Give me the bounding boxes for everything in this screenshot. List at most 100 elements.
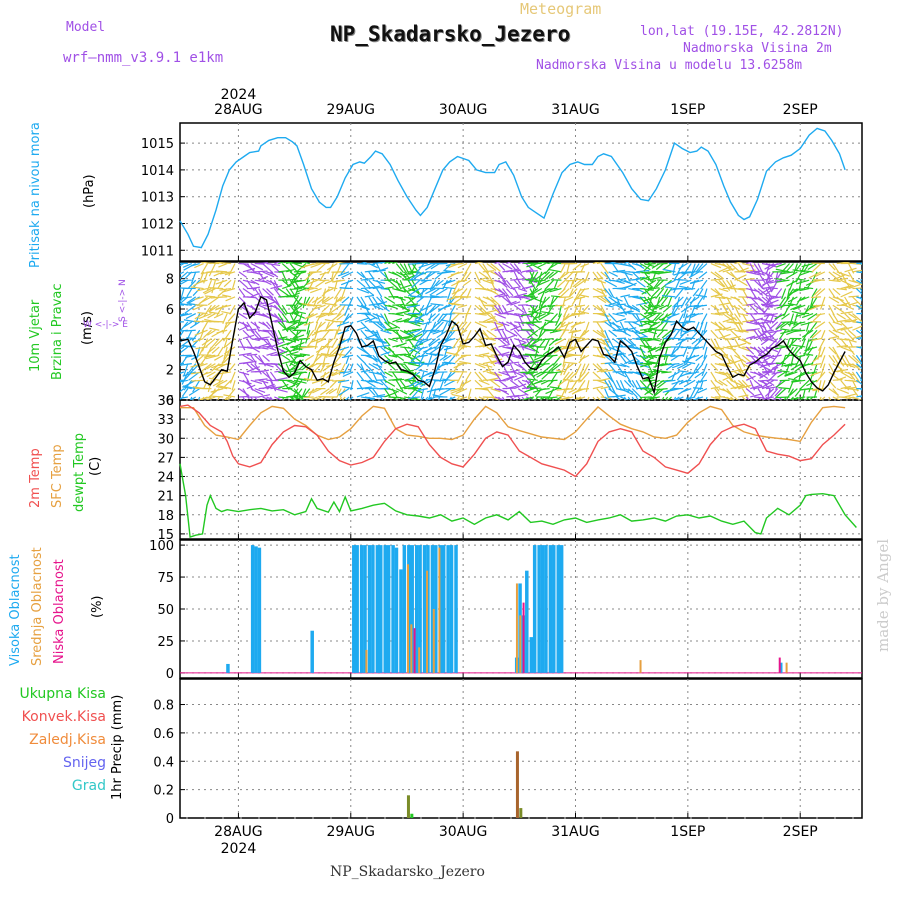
wind-arrow [714,271,724,280]
wind-arrow [437,363,448,369]
wind-arrow [726,338,734,349]
wind-arrow [836,277,848,281]
wind-arrow [411,354,421,363]
wind-arrow [266,351,277,356]
wind-arrow [211,280,216,294]
wind-arrow [730,379,744,387]
wind-arrow [435,288,448,296]
wind-arrow [722,371,733,382]
wind-arrow [242,396,246,400]
wind-arrow [258,369,270,373]
wind-arrow [745,346,755,355]
wind-arrow [844,338,857,343]
high-cloud-bar [414,545,419,673]
wind-arrow [795,278,806,281]
wind-arrow [809,371,814,381]
wind-arrow [364,387,378,390]
wind-arrow [807,263,818,271]
wind-arrow [608,388,620,398]
wind-arrow [282,284,292,290]
wind-arrow [557,379,566,387]
wind-arrow [627,379,635,388]
wind-arrow [571,329,582,334]
wind-arrow [655,288,665,299]
wind-arrow [368,296,377,309]
mid-cloud-bar [785,662,788,673]
wind-arrow [759,379,770,382]
wind-arrow [304,313,315,320]
wind-arrow [201,338,212,346]
wind-arrow [417,354,428,358]
wind-arrow [238,388,250,397]
wind-arrow [809,321,818,333]
wind-arrow [652,388,665,398]
wind-arrow [384,359,394,365]
wind-arrow [478,352,490,356]
wind-arrow [196,287,208,292]
wind-arrow [521,371,531,383]
wind-arrow [183,379,193,391]
wind-arrow [770,388,779,398]
wind-arrow [458,330,464,341]
wind-arrow [467,388,472,399]
wind-arrow [406,329,421,335]
wind-arrow [573,321,586,326]
wind-arrow [494,262,501,265]
wind-arrow [498,279,508,288]
wind-arrow [848,318,858,323]
wind-arrow [453,363,460,373]
wind-arrow [223,379,232,388]
wind-arrow [639,276,653,281]
wind-arrow [299,353,310,356]
wind-arrow [416,271,428,277]
wind-arrow [553,279,559,290]
wind-arrow [474,371,484,383]
wind-arrow [336,321,342,335]
wind-arrow [698,321,704,335]
wind-arrow [509,321,520,333]
wind-arrow [539,371,554,374]
wind-arrow [639,329,653,335]
wind-arrow [517,321,523,331]
wind-arrow [562,296,566,308]
wind-arrow [196,346,201,359]
wind-arrow [501,329,510,343]
wind-arrow [376,313,383,326]
wind-arrow [217,396,220,400]
wind-arrow [206,371,216,378]
wind-arrow [399,296,407,310]
wind-arrow [847,338,854,348]
wind-arrow [376,263,382,272]
wind-arrow [596,296,607,304]
wind-arrow [360,363,366,374]
wind-arrow [384,338,391,347]
precip-legend-item: Zaledj.Kisa [29,732,106,748]
high-cloud-bar [529,637,534,673]
wind-arrow [430,303,444,306]
wind-arrow [757,388,766,400]
wind-arrow [860,279,862,281]
wind-arrow [262,271,275,278]
wind-arrow [745,371,755,381]
wind-arrow [364,288,375,296]
wind-arrow [600,271,609,279]
wind-arrow [224,346,236,355]
wind-arrow [521,296,533,301]
wind-arrow [631,313,639,321]
wind-arrow [314,304,326,310]
wind-arrow [303,321,314,326]
wind-arrow [316,263,326,272]
date-label-bottom: 1SEP [670,824,705,840]
wind-arrow [327,312,338,316]
wind-arrow [750,393,762,398]
wind-arrow [242,346,253,350]
wind-arrow [254,363,262,375]
wind-arrow [242,321,249,331]
wind-arrow [197,279,208,284]
wind-arrow [180,312,192,317]
wind-arrow [659,346,672,349]
wind-arrow [322,288,327,303]
wind-arrow [653,369,668,373]
wind-arrow [654,355,661,368]
wind-arrow [672,304,684,308]
